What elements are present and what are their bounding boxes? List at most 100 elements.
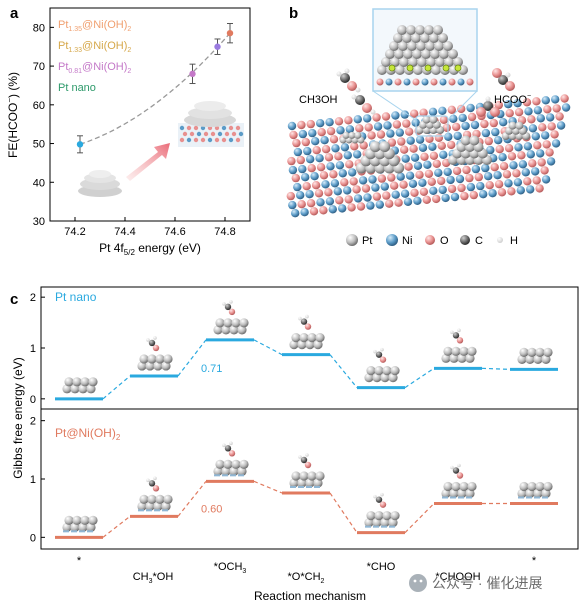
support-atom <box>545 148 554 157</box>
support-atom <box>485 181 494 190</box>
support-atom <box>410 109 419 118</box>
adsorbate-o <box>456 337 464 344</box>
slab-atom <box>153 361 163 371</box>
x-tick-1: * <box>77 555 82 567</box>
support-atom <box>335 196 344 205</box>
support-atom <box>536 114 545 123</box>
support-atom <box>306 199 316 208</box>
legend-pt133: Pt1.33@Ni(OH)2 <box>58 40 131 54</box>
slab-atom <box>382 511 392 521</box>
inset-support-atom <box>439 78 447 86</box>
support-atom <box>469 190 478 200</box>
support-atom <box>324 153 334 162</box>
support-atom <box>513 99 522 108</box>
adsorbate-h <box>298 455 302 459</box>
slab-atom <box>215 459 225 469</box>
support-atom <box>319 206 328 215</box>
x-tick-4: *O*CH2 <box>288 571 325 585</box>
slab-atom <box>449 488 459 499</box>
support-atom <box>298 129 308 139</box>
support-atom <box>457 104 466 114</box>
support-atom <box>467 112 477 122</box>
support-atom <box>344 116 353 125</box>
support-atom <box>316 163 326 172</box>
slab-atom <box>525 354 535 364</box>
support-atom <box>471 164 481 174</box>
adsorbate-h <box>457 463 461 468</box>
support-atom <box>486 145 495 155</box>
slab-atom <box>229 466 239 476</box>
legend-pt081: Pt0.81@Ni(OH)2 <box>58 61 131 75</box>
support-atom <box>428 107 438 117</box>
slab-atom <box>213 466 223 476</box>
support-atom <box>547 122 556 131</box>
support-strip <box>542 496 548 499</box>
slab-atom <box>291 333 301 343</box>
support-atom <box>361 184 371 193</box>
inset-pt-atom <box>398 41 408 51</box>
slab-atom <box>161 501 171 511</box>
slab-atom <box>297 340 307 350</box>
lattice-atom <box>231 131 237 137</box>
support-atom <box>528 159 537 168</box>
connector <box>102 375 131 400</box>
slab-atom <box>517 354 527 364</box>
panel-a-frame <box>49 7 251 222</box>
support-atom <box>334 117 344 126</box>
lattice-atom <box>189 131 195 137</box>
slab-atom <box>307 471 317 481</box>
support-atom <box>373 122 383 131</box>
adsorbate-h <box>457 328 461 333</box>
support-atom <box>415 170 424 179</box>
slab-atom <box>223 318 233 328</box>
support-strip <box>314 486 320 488</box>
support-atom <box>311 137 320 146</box>
slab-atom <box>519 481 529 492</box>
inset-pt-atom <box>402 33 412 43</box>
support-atom <box>447 140 456 150</box>
slab-atom <box>390 366 400 376</box>
support-strip <box>146 509 152 512</box>
support-atom <box>406 136 415 145</box>
slab-atom <box>305 340 315 350</box>
support-atom <box>461 121 470 131</box>
lattice-atom <box>221 125 227 131</box>
adsorbate-c <box>452 332 460 339</box>
inset-pt-atom <box>425 41 435 51</box>
watermark: 公众号 · 催化进展 <box>409 574 542 592</box>
support-atom <box>484 136 493 146</box>
support-atom <box>288 165 298 175</box>
interface-site <box>388 64 396 72</box>
support-atom <box>499 162 509 171</box>
support-atom <box>434 133 444 142</box>
adsorbate-h <box>380 347 384 352</box>
slab-atom <box>239 459 249 469</box>
support-atom <box>298 164 307 174</box>
support-atom <box>420 152 429 161</box>
slab-atom <box>145 501 155 511</box>
support-atom <box>297 120 306 130</box>
legend-swatch-h <box>497 237 503 243</box>
slab-atom <box>449 353 459 363</box>
support-atom <box>402 119 411 128</box>
slab-atom <box>541 354 551 364</box>
support-atom <box>419 108 428 117</box>
slab-atom <box>137 361 147 371</box>
support-atom <box>293 182 302 192</box>
panel-label-b: b <box>289 5 298 22</box>
slab-atom <box>467 481 477 492</box>
slab-atom <box>372 518 382 528</box>
support-atom <box>441 193 450 203</box>
support-atom <box>308 128 317 138</box>
support-atom <box>400 189 410 198</box>
support-atom <box>494 100 503 110</box>
adsorbate-h <box>450 330 454 335</box>
pt-ni-oh2-illustration <box>178 101 244 147</box>
support-atom <box>310 172 319 181</box>
support-strip <box>466 496 472 499</box>
legend-label-pt: Pt <box>362 235 372 247</box>
legend-pt135: Pt1.35@Ni(OH)2 <box>58 19 131 33</box>
lattice-atom <box>235 137 241 143</box>
support-atom <box>345 160 354 169</box>
slab-atom <box>364 373 374 383</box>
